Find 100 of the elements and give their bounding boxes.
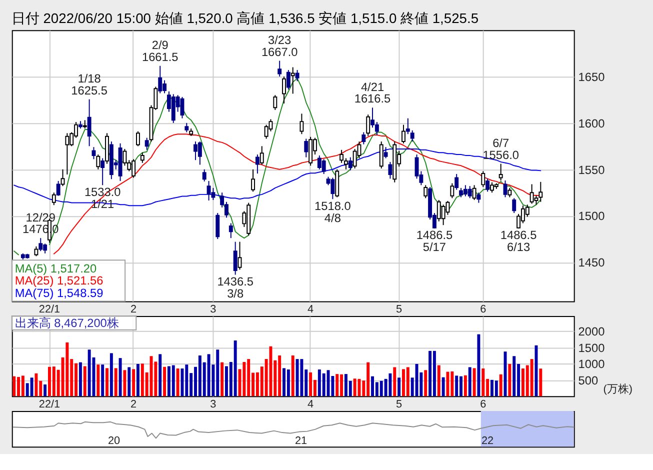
bar: [172, 365, 175, 396]
candlestick: [136, 130, 140, 147]
y-tick-label: 500: [578, 373, 598, 388]
x-tick-label: 3: [210, 304, 216, 316]
candlestick: [100, 158, 105, 186]
bar: [21, 376, 24, 396]
bar: [234, 340, 237, 396]
annotation: 3/23 1667.0: [261, 32, 298, 59]
annotation: 6/7 1556.0: [482, 136, 520, 162]
bar: [34, 373, 38, 396]
y-tick-label: 2000: [578, 324, 606, 338]
candlestick: [300, 113, 304, 135]
bar: [300, 359, 304, 396]
candlestick: [508, 187, 512, 198]
bar: [242, 362, 246, 396]
x-tick-label: 22/1: [38, 398, 60, 411]
bar: [428, 350, 432, 396]
bar: [464, 375, 467, 396]
annotation: 出来高 8,467,200株: [14, 316, 119, 330]
bar: [512, 356, 516, 396]
candlestick: [441, 204, 446, 226]
bar: [185, 364, 188, 396]
candlestick: [65, 132, 70, 175]
candlestick: [366, 114, 370, 136]
chart-title: 日付 2022/06/20 15:00 始値 1,520.0 高値 1,536.5 安値 1,515.0 終値 1,525.5: [11, 10, 479, 26]
bar: [406, 367, 410, 396]
text: MA(75) 1,548.59: [14, 286, 104, 300]
candlestick: [295, 70, 300, 82]
bar: [286, 369, 290, 396]
candlestick: [525, 204, 530, 218]
candlestick: [454, 174, 459, 190]
candlestick: [308, 136, 313, 166]
x-tick-label: 5: [396, 304, 402, 316]
bar: [353, 378, 356, 396]
y-axis-title: (万株): [603, 382, 632, 396]
bar: [322, 373, 326, 396]
candlestick: [503, 180, 508, 198]
candlestick: [34, 246, 38, 257]
candlestick: [206, 180, 211, 201]
bar: [508, 364, 512, 396]
bar: [388, 373, 392, 396]
candlestick: [304, 138, 308, 158]
bar: [482, 368, 485, 396]
candlestick: [374, 122, 379, 136]
candlestick: [379, 141, 384, 169]
candlestick: [38, 238, 43, 252]
annotation: 1518.0 4/8: [314, 198, 352, 225]
bar: [128, 367, 131, 396]
x-tick-label: 20: [108, 435, 120, 448]
x-tick-label: 2: [130, 398, 137, 411]
candlestick: [228, 222, 233, 239]
candlestick: [286, 70, 290, 90]
bar: [12, 376, 16, 396]
bar: [472, 368, 476, 396]
bar: [424, 370, 428, 396]
candlestick: [450, 182, 454, 199]
bar: [83, 366, 86, 396]
bar: [220, 362, 224, 396]
candlestick: [251, 168, 256, 192]
candlestick: [534, 194, 538, 206]
candlestick: [290, 66, 295, 94]
candlestick: [498, 163, 503, 182]
candlestick: [468, 186, 472, 199]
candlestick: [476, 192, 481, 204]
x-tick-label: 2: [130, 304, 137, 316]
x-tick-label: 4: [308, 398, 314, 411]
x-tick-label: 22: [481, 435, 494, 448]
candlestick: [92, 146, 96, 160]
bar: [114, 368, 118, 396]
candlestick: [184, 122, 189, 133]
bar: [163, 366, 166, 396]
annotation: 1486.5 5/17: [416, 228, 453, 254]
candlestick: [60, 168, 65, 187]
x-tick-label: 4: [308, 304, 314, 316]
x-tick-label: 5: [396, 398, 402, 411]
candlestick: [255, 154, 260, 174]
x-tick-label: 22/1: [38, 304, 60, 316]
annotation: 4/21 1616.5: [354, 80, 392, 106]
candlestick: [330, 177, 335, 200]
bar: [96, 364, 100, 396]
candlestick: [322, 158, 326, 175]
bar: [291, 355, 294, 396]
candlestick: [278, 60, 282, 78]
candlestick: [282, 76, 286, 104]
bar: [539, 368, 542, 396]
candlestick: [238, 241, 242, 270]
candlestick: [340, 149, 344, 164]
candlestick: [260, 146, 264, 166]
x-tick-label: 21: [294, 435, 308, 448]
bar: [442, 377, 445, 396]
x-tick-label: 3: [210, 398, 216, 411]
x-tick-label: 6: [480, 398, 486, 411]
y-tick-label: 1650: [578, 70, 606, 84]
candlestick: [512, 198, 516, 214]
bar: [118, 358, 122, 396]
annotation: 2/9 1661.5: [142, 38, 179, 64]
bar: [88, 350, 91, 396]
candlestick: [362, 132, 366, 145]
candlestick: [122, 148, 127, 166]
bar: [393, 367, 396, 396]
